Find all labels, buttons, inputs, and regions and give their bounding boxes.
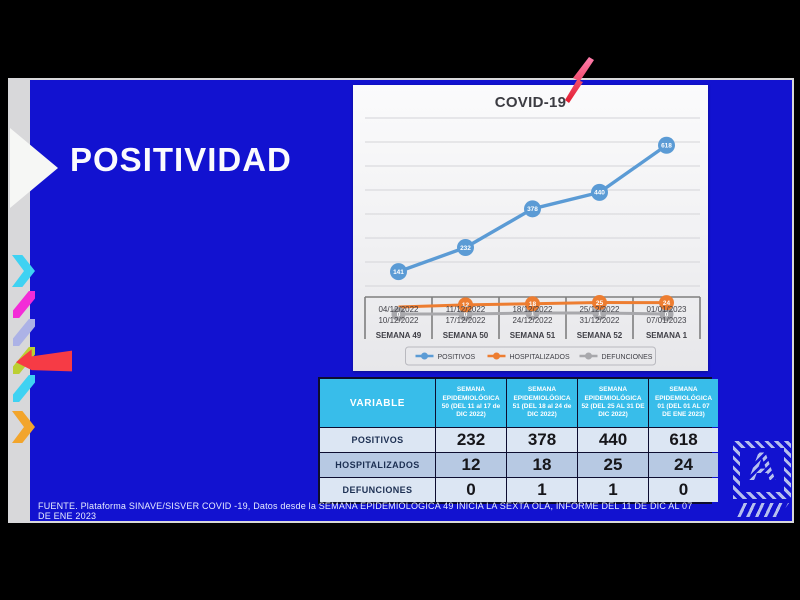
x-axis-date-label: 07/01/2023 (646, 316, 687, 325)
table-row-label: DEFUNCIONES (320, 478, 435, 502)
data-point-label: 232 (460, 245, 471, 252)
table-cell-value: 440 (578, 428, 648, 452)
legend-box (405, 346, 656, 366)
legend-label: POSITIVOS (438, 354, 476, 361)
data-point-label: 618 (661, 143, 672, 150)
data-point-hospitalizados (592, 295, 607, 310)
x-axis-date-label: 10/12/2022 (378, 316, 419, 325)
x-axis-date-label: 01/01/2023 (646, 305, 687, 314)
legend-label: DEFUNCIONES (602, 354, 653, 361)
x-axis-date-label: 04/12/2022 (378, 305, 419, 314)
data-point-defunciones (659, 307, 674, 321)
data-point-hospitalizados (659, 295, 674, 311)
table-cell-value: 0 (436, 478, 506, 502)
chart-plot-area: 0 0 1 1 0 12 18 25 24 141 232 378 440 618 04/12/2022 10… (364, 117, 701, 366)
table-cell-value: 618 (649, 428, 718, 452)
data-point-positivos (457, 239, 474, 257)
x-axis-week-label: SEMANA 49 (376, 331, 422, 340)
data-point-positivos (390, 263, 407, 281)
legend-marker-dot (585, 352, 592, 360)
data-point-defunciones (391, 307, 406, 321)
data-point-defunciones (592, 306, 607, 320)
data-point-positivos (658, 136, 675, 154)
covid-line-chart: COVID-19 0 0 1 1 0 12 18 25 24 141 232 378 440 618 04/… (353, 85, 708, 371)
red-bolt-decoration (565, 57, 594, 103)
data-point-label: 0 (397, 311, 401, 318)
table-cell-value: 378 (507, 428, 577, 452)
x-axis-date-label: 17/12/2022 (445, 316, 486, 325)
legend-label: HOSPITALIZADOS (510, 354, 570, 361)
legend-marker-dot (421, 352, 428, 360)
table-header-variable: VARIABLE (320, 379, 435, 427)
legend-marker-dot (493, 352, 500, 360)
x-axis-date-label: 31/12/2022 (579, 316, 620, 325)
table-header-week: SEMANA EPIDEMIOLÓGICA 01 (DEL 01 AL 07 D… (649, 379, 718, 427)
table-cell-value: 232 (436, 428, 506, 452)
table-cell-value: 25 (578, 453, 648, 477)
table-cell-value: 1 (507, 478, 577, 502)
table-cell-value: 24 (649, 453, 718, 477)
channel-logo: A (733, 441, 791, 517)
x-axis-date-label: 24/12/2022 (512, 316, 553, 325)
table-cell-value: 18 (507, 453, 577, 477)
logo-stripe-overlay (740, 448, 784, 492)
data-point-label: 25 (596, 300, 604, 307)
logo-inner: A (740, 448, 784, 492)
page-title: POSITIVIDAD (70, 141, 292, 178)
table-header-week: SEMANA EPIDEMIOLÓGICA 51 (DEL 18 al 24 d… (507, 379, 577, 427)
data-point-label: 0 (464, 311, 468, 318)
x-axis-date-label: 11/12/2022 (446, 305, 486, 314)
table-header-week: SEMANA EPIDEMIOLÓGICA 50 (DEL 11 al 17 d… (436, 379, 506, 427)
data-point-positivos (524, 200, 541, 218)
data-point-label: 378 (527, 206, 538, 213)
data-point-label: 1 (531, 310, 535, 317)
table-cell-value: 1 (578, 478, 648, 502)
data-point-label: 440 (594, 190, 605, 197)
table-cell-value: 12 (436, 453, 506, 477)
x-axis-date-label: 25/12/2022 (579, 305, 620, 314)
table-cell-value: 0 (649, 478, 718, 502)
weekly-data-table: VARIABLE SEMANA EPIDEMIOLÓGICA 50 (DEL 11… (318, 377, 718, 504)
x-axis-week-label: SEMANA 50 (443, 331, 489, 340)
data-point-hospitalizados (525, 296, 540, 312)
data-point-label: 12 (462, 302, 470, 309)
data-point-label: 141 (393, 269, 404, 276)
logo-frame: A (733, 441, 791, 499)
data-point-label: 24 (663, 300, 671, 307)
table-header-week: SEMANA EPIDEMIOLÓGICA 52 (DEL 25 AL 31 D… (578, 379, 648, 427)
x-axis-week-label: SEMANA 52 (577, 331, 623, 340)
logo-swoosh (735, 503, 789, 517)
x-axis-week-label: SEMANA 1 (646, 331, 688, 340)
data-point-label: 0 (665, 311, 669, 318)
table-row-label: HOSPITALIZADOS (320, 453, 435, 477)
red-left-arrow-decoration (16, 349, 72, 372)
x-axis-date-label: 18/12/2022 (512, 305, 553, 314)
data-point-positivos (591, 183, 608, 201)
source-footnote: FUENTE. Plataforma SINAVE/SISVER COVID -… (38, 501, 693, 521)
table-row-label: POSITIVOS (320, 428, 435, 452)
data-point-label: 1 (598, 310, 602, 317)
data-point-hospitalizados (458, 297, 473, 313)
x-axis-week-label: SEMANA 51 (510, 331, 556, 340)
chart-title: COVID-19 (494, 94, 567, 111)
data-point-label: 18 (529, 301, 537, 308)
